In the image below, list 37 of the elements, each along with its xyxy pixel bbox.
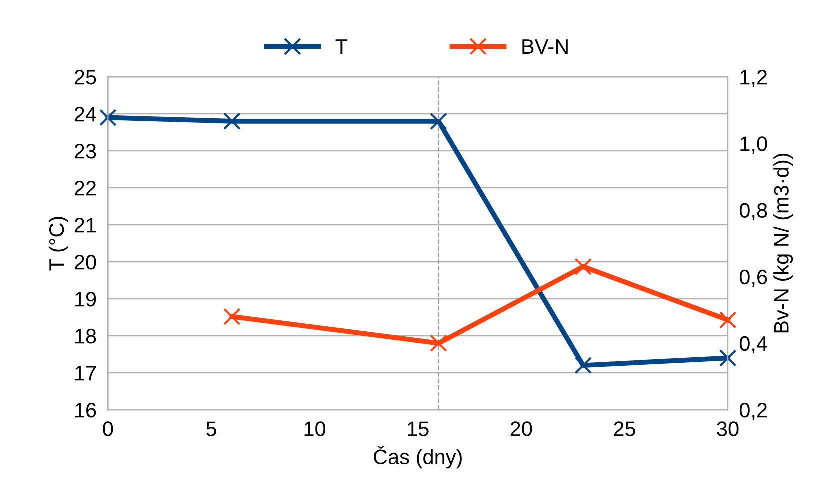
y2-tick-label: 0,8 <box>740 203 768 220</box>
x-tick-label: 15 <box>408 422 429 436</box>
y-axis-title: T (°C) <box>48 217 68 271</box>
y-tick-label: 23 <box>74 144 96 159</box>
y-tick-label: 20 <box>74 255 96 270</box>
y-tick-label: 19 <box>75 292 96 307</box>
y-tick-label: 25 <box>74 70 96 85</box>
point <box>430 334 448 352</box>
y-tick-label: 18 <box>75 329 96 344</box>
y-tick-label: 17 <box>75 366 96 381</box>
point <box>430 112 448 130</box>
y-tick-label: 16 <box>75 403 96 418</box>
y2-tick-label: 0,6 <box>740 270 768 288</box>
point <box>574 356 592 374</box>
x-tick-label: 20 <box>510 422 532 436</box>
y2-tick-label: 1,2 <box>740 70 768 88</box>
y2-tick-label: 0,2 <box>740 403 768 420</box>
legend-label: T <box>336 40 348 54</box>
x-tick-label: 10 <box>304 422 326 436</box>
y-tick-label: 24 <box>74 107 96 122</box>
y-tick-label: 21 <box>74 218 96 233</box>
x-tick-label: 25 <box>614 422 636 436</box>
point <box>719 311 737 329</box>
point <box>99 109 117 126</box>
y2-axis-title: Bv-N (kg N/ (m3·d)) <box>774 154 794 333</box>
point <box>719 350 737 367</box>
x-tick-label: 0 <box>103 422 114 436</box>
legend-label: BV-N <box>522 40 568 54</box>
x-axis-title: Čas (dny) <box>374 446 462 469</box>
point <box>223 112 241 130</box>
y-tick-label: 22 <box>74 181 96 196</box>
x-tick-label: 30 <box>717 422 739 436</box>
y2-tick-label: 1,0 <box>740 136 768 154</box>
point <box>574 258 592 276</box>
y2-tick-label: 0,4 <box>740 336 768 354</box>
point <box>223 308 241 326</box>
x-tick-label: 5 <box>206 422 216 436</box>
